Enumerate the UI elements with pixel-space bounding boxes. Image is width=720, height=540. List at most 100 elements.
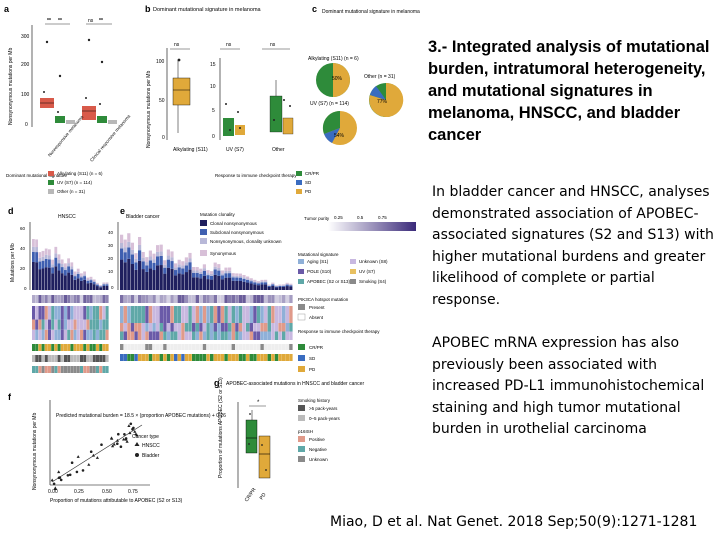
panel-letter-g: g [214, 378, 220, 388]
stacked-bar-segment [285, 286, 289, 290]
stacked-bar-segment [35, 239, 38, 248]
pik3ca-cell [235, 344, 239, 350]
stacked-bar-segment [102, 283, 106, 285]
stacked-bar-segment [238, 276, 242, 278]
signature-cell [130, 331, 135, 340]
signature-cell [271, 331, 275, 340]
signature-cell [80, 306, 83, 320]
p16-legend-item: Negative [309, 447, 327, 452]
panel-e-bars [120, 233, 293, 290]
response-cell [96, 344, 99, 351]
stacked-bar-segment [148, 250, 152, 257]
response2-legend-item: PD [309, 367, 316, 372]
panel-c-title: Dominant mutational signature in melanom… [322, 9, 420, 15]
stacked-bar-segment [260, 279, 264, 282]
scatter-point-bladder [124, 437, 128, 440]
smoking-cell [35, 355, 39, 362]
purity-cell [246, 295, 250, 303]
stacked-bar-segment [202, 264, 206, 269]
response-cell [278, 354, 282, 361]
response-cell [267, 354, 271, 361]
stacked-bar-segment [41, 268, 45, 290]
signature-cell [83, 306, 87, 320]
stacked-bar-segment [92, 279, 96, 281]
stacked-bar-segment [123, 262, 127, 290]
p16-cell [64, 366, 67, 373]
stacked-bar-segment [184, 265, 188, 273]
panel-letter-d: d [8, 206, 14, 216]
stacked-bar-segment [141, 251, 145, 258]
pik3ca-cell [264, 344, 268, 350]
legend-response-item: PD [305, 189, 312, 194]
smoking-cell [48, 355, 51, 362]
stacked-bar-segment [76, 271, 80, 275]
scatter-point-hnscc [112, 442, 116, 446]
panel-d-ytick: 0 [24, 286, 27, 291]
pik3ca-cell [253, 344, 257, 350]
stacked-bar-segment [246, 276, 250, 279]
stacked-bar-segment [166, 255, 170, 260]
stacked-bar-segment [199, 268, 203, 272]
purity-cell [217, 295, 221, 303]
panel-b-box [282, 117, 294, 135]
stacked-bar-segment [238, 280, 242, 290]
pik3ca-cell [246, 344, 250, 350]
scatter-point-hnscc [125, 439, 129, 443]
signature-cell [102, 319, 106, 330]
signature-cell [199, 323, 203, 332]
response-cell [235, 354, 239, 361]
response-cell [105, 344, 109, 351]
stacked-bar-segment [174, 270, 178, 276]
panel-letter-e: e [120, 206, 125, 216]
stacked-bar-segment [156, 256, 160, 266]
signature-cell [89, 306, 93, 320]
signature-cell [123, 323, 127, 332]
signature-cell [130, 323, 135, 332]
stacked-bar-segment [60, 264, 64, 268]
signature-cell [86, 319, 90, 330]
panel-letter-b: b [145, 4, 151, 14]
stacked-bar-segment [174, 275, 178, 290]
pik3ca-cell [127, 344, 131, 350]
signature-cell [73, 319, 77, 330]
signature-cell [235, 331, 239, 340]
slide-title: 3.- Integrated analysis of mutational bu… [428, 38, 710, 144]
p16-cell [32, 366, 35, 373]
pik3ca-cell [166, 344, 171, 350]
stacked-bar-segment [89, 276, 93, 279]
stacked-bar-segment [202, 275, 206, 290]
pik3ca-cell [159, 344, 163, 350]
stacked-bar-segment [278, 285, 282, 286]
pik3ca-cell [134, 344, 138, 350]
panel-f-legend-item: HNSCC [142, 443, 160, 449]
signature-cell [242, 306, 246, 323]
signature-cell [192, 323, 196, 332]
signature-cell [44, 306, 48, 320]
stacked-bar-segment [220, 279, 224, 290]
signature-cell [170, 323, 174, 332]
signature-cell [202, 306, 207, 323]
panel-b-title: Dominant mutational signature in melanom… [153, 7, 262, 13]
signature-cell [195, 306, 199, 323]
p16-cell [102, 366, 106, 373]
purity-cell [159, 295, 163, 303]
pik3ca-cell [220, 344, 225, 350]
stacked-bar-segment [177, 273, 181, 290]
panel-a-ytick: 200 [21, 62, 30, 68]
signature-cell [184, 323, 189, 332]
stacked-bar-segment [228, 270, 232, 274]
panel-b-sig: ns [270, 42, 276, 48]
signature-cell [32, 306, 35, 320]
stacked-bar-segment [70, 269, 74, 275]
response-cell [170, 354, 174, 361]
signature-cell [145, 331, 149, 340]
signature-cell [278, 331, 282, 340]
citation: Miao, D et al. Nat Genet. 2018 Sep;50(9)… [330, 514, 698, 530]
pik3ca-cell [138, 344, 142, 350]
response-cell [210, 354, 214, 361]
stacked-bar-segment [156, 265, 160, 290]
purity-cell [264, 295, 268, 303]
stacked-bar-segment [217, 275, 221, 290]
p16-cell [51, 366, 55, 373]
purity-cell [228, 295, 232, 303]
